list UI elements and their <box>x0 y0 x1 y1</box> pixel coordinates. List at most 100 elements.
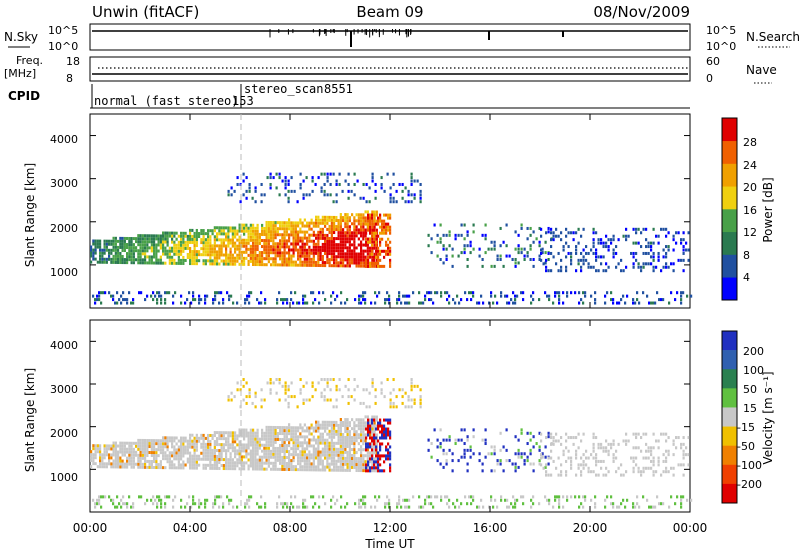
power-cell <box>360 301 363 305</box>
velocity-cell <box>285 438 288 442</box>
power-cell <box>256 298 259 302</box>
power-cell <box>622 234 625 238</box>
power-cell <box>389 200 392 204</box>
velocity-cell <box>594 505 597 509</box>
velocity-cell <box>371 427 374 431</box>
velocity-cell <box>401 395 404 399</box>
power-cell <box>156 301 159 305</box>
velocity-cell <box>294 435 297 439</box>
power-cell <box>400 301 403 305</box>
velocity-cell <box>211 463 214 467</box>
velocity-cell <box>387 418 390 422</box>
velocity-colorbar-label: Velocity [m s⁻¹] <box>761 371 775 464</box>
velocity-cell <box>650 453 653 457</box>
power-cell <box>310 239 313 243</box>
power-cell <box>667 248 670 252</box>
power-cell <box>337 249 340 253</box>
power-cell <box>408 294 411 298</box>
velocity-cell <box>427 448 430 452</box>
power-cell <box>272 236 275 240</box>
velocity-cell <box>288 441 291 445</box>
velocity-cell <box>369 424 372 428</box>
velocity-cell <box>252 449 255 453</box>
velocity-cell <box>312 453 315 457</box>
velocity-cell <box>357 421 360 425</box>
velocity-cell <box>500 495 503 499</box>
power-cell <box>364 216 367 220</box>
power-cell <box>286 301 289 305</box>
power-cell <box>499 254 502 258</box>
power-cell <box>360 213 363 217</box>
velocity-cell <box>256 428 259 432</box>
velocity-cell <box>238 455 241 459</box>
power-cell <box>530 294 533 298</box>
velocity-cell <box>362 433 365 437</box>
velocity-cell <box>371 460 374 464</box>
velocity-cell <box>379 421 382 425</box>
velocity-cell <box>110 444 113 448</box>
power-cell <box>342 219 345 223</box>
power-cell <box>544 240 547 244</box>
velocity-cell <box>626 498 629 502</box>
velocity-cell <box>229 452 232 456</box>
power-cell <box>285 257 288 261</box>
velocity-cell <box>184 439 187 443</box>
power-cell <box>213 244 216 248</box>
power-cell <box>121 236 124 240</box>
power-cell <box>377 252 380 256</box>
velocity-cell <box>267 440 270 444</box>
velocity-cell <box>212 502 215 506</box>
power-cell <box>162 246 165 250</box>
velocity-cell <box>330 429 333 433</box>
power-cell <box>180 249 183 253</box>
velocity-cell <box>505 448 508 452</box>
velocity-cell <box>191 463 194 467</box>
power-cell <box>446 298 449 302</box>
power-cell <box>191 250 194 254</box>
velocity-cell <box>592 449 595 453</box>
power-cell <box>364 210 367 214</box>
power-cell <box>279 242 282 246</box>
power-cell <box>193 234 196 238</box>
power-cell <box>565 241 568 245</box>
velocity-cell <box>198 498 201 502</box>
velocity-cell <box>637 470 640 474</box>
power-cell <box>672 234 675 238</box>
velocity-cell <box>339 453 342 457</box>
velocity-cell <box>144 447 147 451</box>
power-cell <box>202 247 205 251</box>
power-cell <box>645 227 648 231</box>
velocity-cell <box>375 442 378 446</box>
power-cell <box>166 234 169 238</box>
velocity-cell <box>337 429 340 433</box>
power-cell <box>575 269 578 273</box>
velocity-cell <box>538 459 541 463</box>
velocity-cell <box>419 401 422 405</box>
velocity-cell <box>466 469 469 473</box>
velocity-cell <box>162 445 165 449</box>
power-cell <box>202 235 205 239</box>
power-cell <box>130 246 133 250</box>
velocity-cell <box>357 436 360 440</box>
velocity-cell <box>117 459 120 463</box>
velocity-cell <box>364 433 367 437</box>
power-cell <box>207 238 210 242</box>
velocity-cell <box>595 453 598 457</box>
power-cell <box>319 230 322 234</box>
power-cell <box>120 301 123 305</box>
power-cell <box>182 261 185 265</box>
power-cell <box>103 257 106 261</box>
power-cell <box>225 235 228 239</box>
power-cell <box>222 301 225 305</box>
velocity-cell <box>371 466 374 470</box>
power-cell <box>339 237 342 241</box>
velocity-cell <box>139 453 142 457</box>
power-cell <box>472 247 475 251</box>
velocity-cell <box>276 502 279 506</box>
power-cell <box>682 251 685 255</box>
power-cell <box>233 189 236 193</box>
velocity-cell <box>373 418 376 422</box>
velocity-cell <box>547 435 550 439</box>
velocity-cell <box>141 465 144 469</box>
power-cell <box>227 226 230 230</box>
